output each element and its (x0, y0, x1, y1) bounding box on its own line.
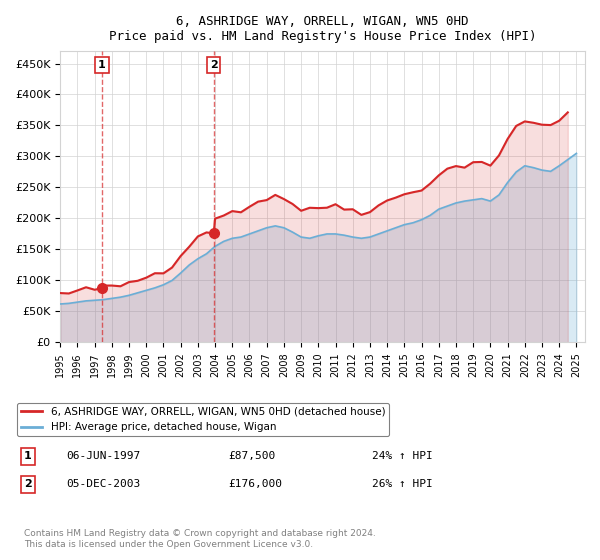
Text: £176,000: £176,000 (228, 479, 282, 489)
Text: 05-DEC-2003: 05-DEC-2003 (66, 479, 140, 489)
Title: 6, ASHRIDGE WAY, ORRELL, WIGAN, WN5 0HD
Price paid vs. HM Land Registry's House : 6, ASHRIDGE WAY, ORRELL, WIGAN, WN5 0HD … (109, 15, 536, 43)
Text: 2: 2 (24, 479, 32, 489)
Text: 24% ↑ HPI: 24% ↑ HPI (372, 451, 433, 461)
Text: 26% ↑ HPI: 26% ↑ HPI (372, 479, 433, 489)
Text: 1: 1 (98, 60, 106, 70)
Text: 2: 2 (210, 60, 218, 70)
Text: £87,500: £87,500 (228, 451, 275, 461)
Text: Contains HM Land Registry data © Crown copyright and database right 2024.
This d: Contains HM Land Registry data © Crown c… (24, 529, 376, 549)
Text: 06-JUN-1997: 06-JUN-1997 (66, 451, 140, 461)
Legend: 6, ASHRIDGE WAY, ORRELL, WIGAN, WN5 0HD (detached house), HPI: Average price, de: 6, ASHRIDGE WAY, ORRELL, WIGAN, WN5 0HD … (17, 403, 389, 436)
Text: 1: 1 (24, 451, 32, 461)
